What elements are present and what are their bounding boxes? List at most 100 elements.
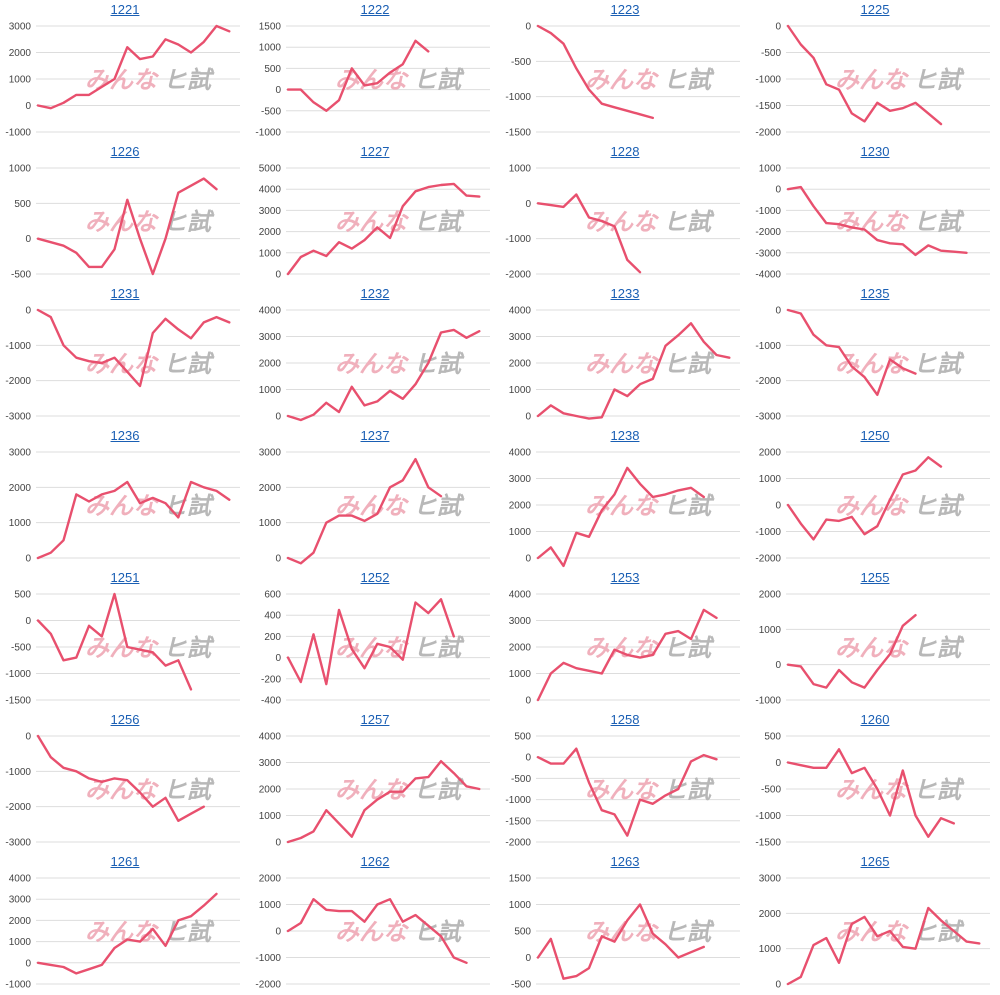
y-tick-label: 500 [264,64,281,75]
y-tick-label: -500 [11,643,31,654]
y-tick-label: -1000 [255,953,281,964]
series-line [536,903,706,980]
y-tick-label: 1500 [509,874,532,885]
chart-title-link[interactable]: 1258 [610,712,640,727]
chart-title-link[interactable]: 1222 [360,2,390,17]
series-line [786,906,981,986]
y-tick-label: 2000 [509,359,532,370]
series-line [536,193,642,274]
y-tick-label: 5000 [259,164,282,175]
chart-title-link[interactable]: 1263 [610,854,640,869]
chart-title-link[interactable]: 1253 [610,570,640,585]
chart-panel: 1265 0 1000 2000 3000 みんな ヒ試 [750,852,1000,994]
y-tick-label: 3000 [9,895,32,906]
y-tick-label: 500 [14,590,31,601]
y-tick-label: 3000 [509,474,532,485]
y-tick-label: -2000 [505,270,531,281]
watermark: みんな ヒ試 [335,777,465,804]
chart-panel: 1238 0 1000 2000 3000 4000 みんな ヒ試 [500,426,750,568]
y-tick-label: 1000 [259,385,282,396]
chart-title-link[interactable]: 1227 [360,144,390,159]
y-tick-label: -1000 [505,92,531,103]
y-tick-label: 1000 [509,527,532,538]
chart-panel: 1230 -4000 -3000 -2000 -1000 0 1000 みんな ヒ試 [750,142,1000,284]
chart-title-link[interactable]: 1228 [610,144,640,159]
chart-title-link[interactable]: 1257 [360,712,390,727]
chart-panel: 1250 -2000 -1000 0 1000 2000 みんな ヒ試 [750,426,1000,568]
y-tick-label: -500 [511,57,531,68]
y-tick-label: 3000 [259,758,282,769]
chart-title-link[interactable]: 1261 [110,854,140,869]
line-chart: -500 0 500 1000 みんな ヒ試 [9,164,240,281]
chart-title-link[interactable]: 1235 [860,286,890,301]
chart-title-link[interactable]: 1252 [360,570,390,585]
chart-title-link[interactable]: 1255 [860,570,890,585]
y-tick-label: 1000 [759,474,782,485]
y-tick-label: 1000 [259,811,282,822]
y-tick-label: 3000 [759,874,782,885]
series-line [36,308,231,388]
series-line [36,24,231,110]
chart-title-link[interactable]: 1260 [860,712,890,727]
y-tick-label: 0 [25,554,31,565]
y-tick-label: 1000 [509,669,532,680]
y-tick-label: 2000 [259,785,282,796]
y-tick-label: 1000 [259,900,282,911]
chart-title-link[interactable]: 1238 [610,428,640,443]
chart-panel: 1227 0 1000 2000 3000 4000 5000 みんな ヒ試 [250,142,500,284]
chart-title-link[interactable]: 1230 [860,144,890,159]
chart-panel: 1251 -1500 -1000 -500 0 500 みんな ヒ試 [0,568,250,710]
watermark: みんな ヒ試 [835,777,965,804]
line-chart: -2000 -1000 0 1000 2000 みんな ヒ試 [255,874,490,991]
y-tick-label: -500 [261,106,281,117]
chart-title-link[interactable]: 1262 [360,854,390,869]
line-chart: -1000 0 1000 2000 みんな ヒ試 [755,590,990,707]
y-tick-label: 3000 [9,22,32,33]
chart-panel: 1221 -1000 0 1000 2000 3000 みんな ヒ試 [0,0,250,142]
line-chart: -2000 -1500 -1000 -500 0 みんな ヒ試 [755,22,990,139]
chart-title-link[interactable]: 1233 [610,286,640,301]
y-tick-label: -400 [261,696,281,707]
watermark: みんな ヒ試 [85,493,215,520]
chart-title-link[interactable]: 1256 [110,712,140,727]
y-tick-label: -3000 [5,412,31,423]
chart-title-link[interactable]: 1221 [110,2,140,17]
y-tick-label: -2000 [255,980,281,991]
watermark: みんな ヒ試 [835,209,965,236]
chart-panel: 1236 0 1000 2000 3000 みんな ヒ試 [0,426,250,568]
y-tick-label: 0 [275,653,281,664]
chart-title-link[interactable]: 1265 [860,854,890,869]
chart-title-link[interactable]: 1236 [110,428,140,443]
chart-title-link[interactable]: 1237 [360,428,390,443]
y-tick-label: 0 [25,732,31,743]
chart-title-link[interactable]: 1223 [610,2,640,17]
y-tick-label: 1000 [759,625,782,636]
y-tick-label: 3000 [259,332,282,343]
y-tick-label: 3000 [9,448,32,459]
y-tick-label: -1000 [755,696,781,707]
chart-title-link[interactable]: 1226 [110,144,140,159]
chart-title-link[interactable]: 1231 [110,286,140,301]
y-tick-label: 3000 [509,616,532,627]
y-tick-label: 0 [525,753,531,764]
watermark: みんな ヒ試 [835,493,965,520]
chart-title-link[interactable]: 1251 [110,570,140,585]
line-chart: 0 1000 2000 3000 4000 みんな ヒ試 [509,448,740,568]
y-tick-label: -500 [761,785,781,796]
y-tick-label: 4000 [259,185,282,196]
y-tick-label: 0 [775,980,781,991]
y-tick-label: 0 [275,927,281,938]
chart-title-link[interactable]: 1232 [360,286,390,301]
y-tick-label: 2000 [759,909,782,920]
y-tick-label: -1000 [505,234,531,245]
y-tick-label: 2000 [509,501,532,512]
line-chart: -4000 -3000 -2000 -1000 0 1000 みんな ヒ試 [755,164,990,281]
y-tick-label: 2000 [259,874,282,885]
chart-title-link[interactable]: 1225 [860,2,890,17]
series-line [786,748,956,838]
y-tick-label: 0 [775,185,781,196]
chart-title-link[interactable]: 1250 [860,428,890,443]
y-tick-label: -2000 [755,376,781,387]
y-tick-label: -1000 [755,811,781,822]
